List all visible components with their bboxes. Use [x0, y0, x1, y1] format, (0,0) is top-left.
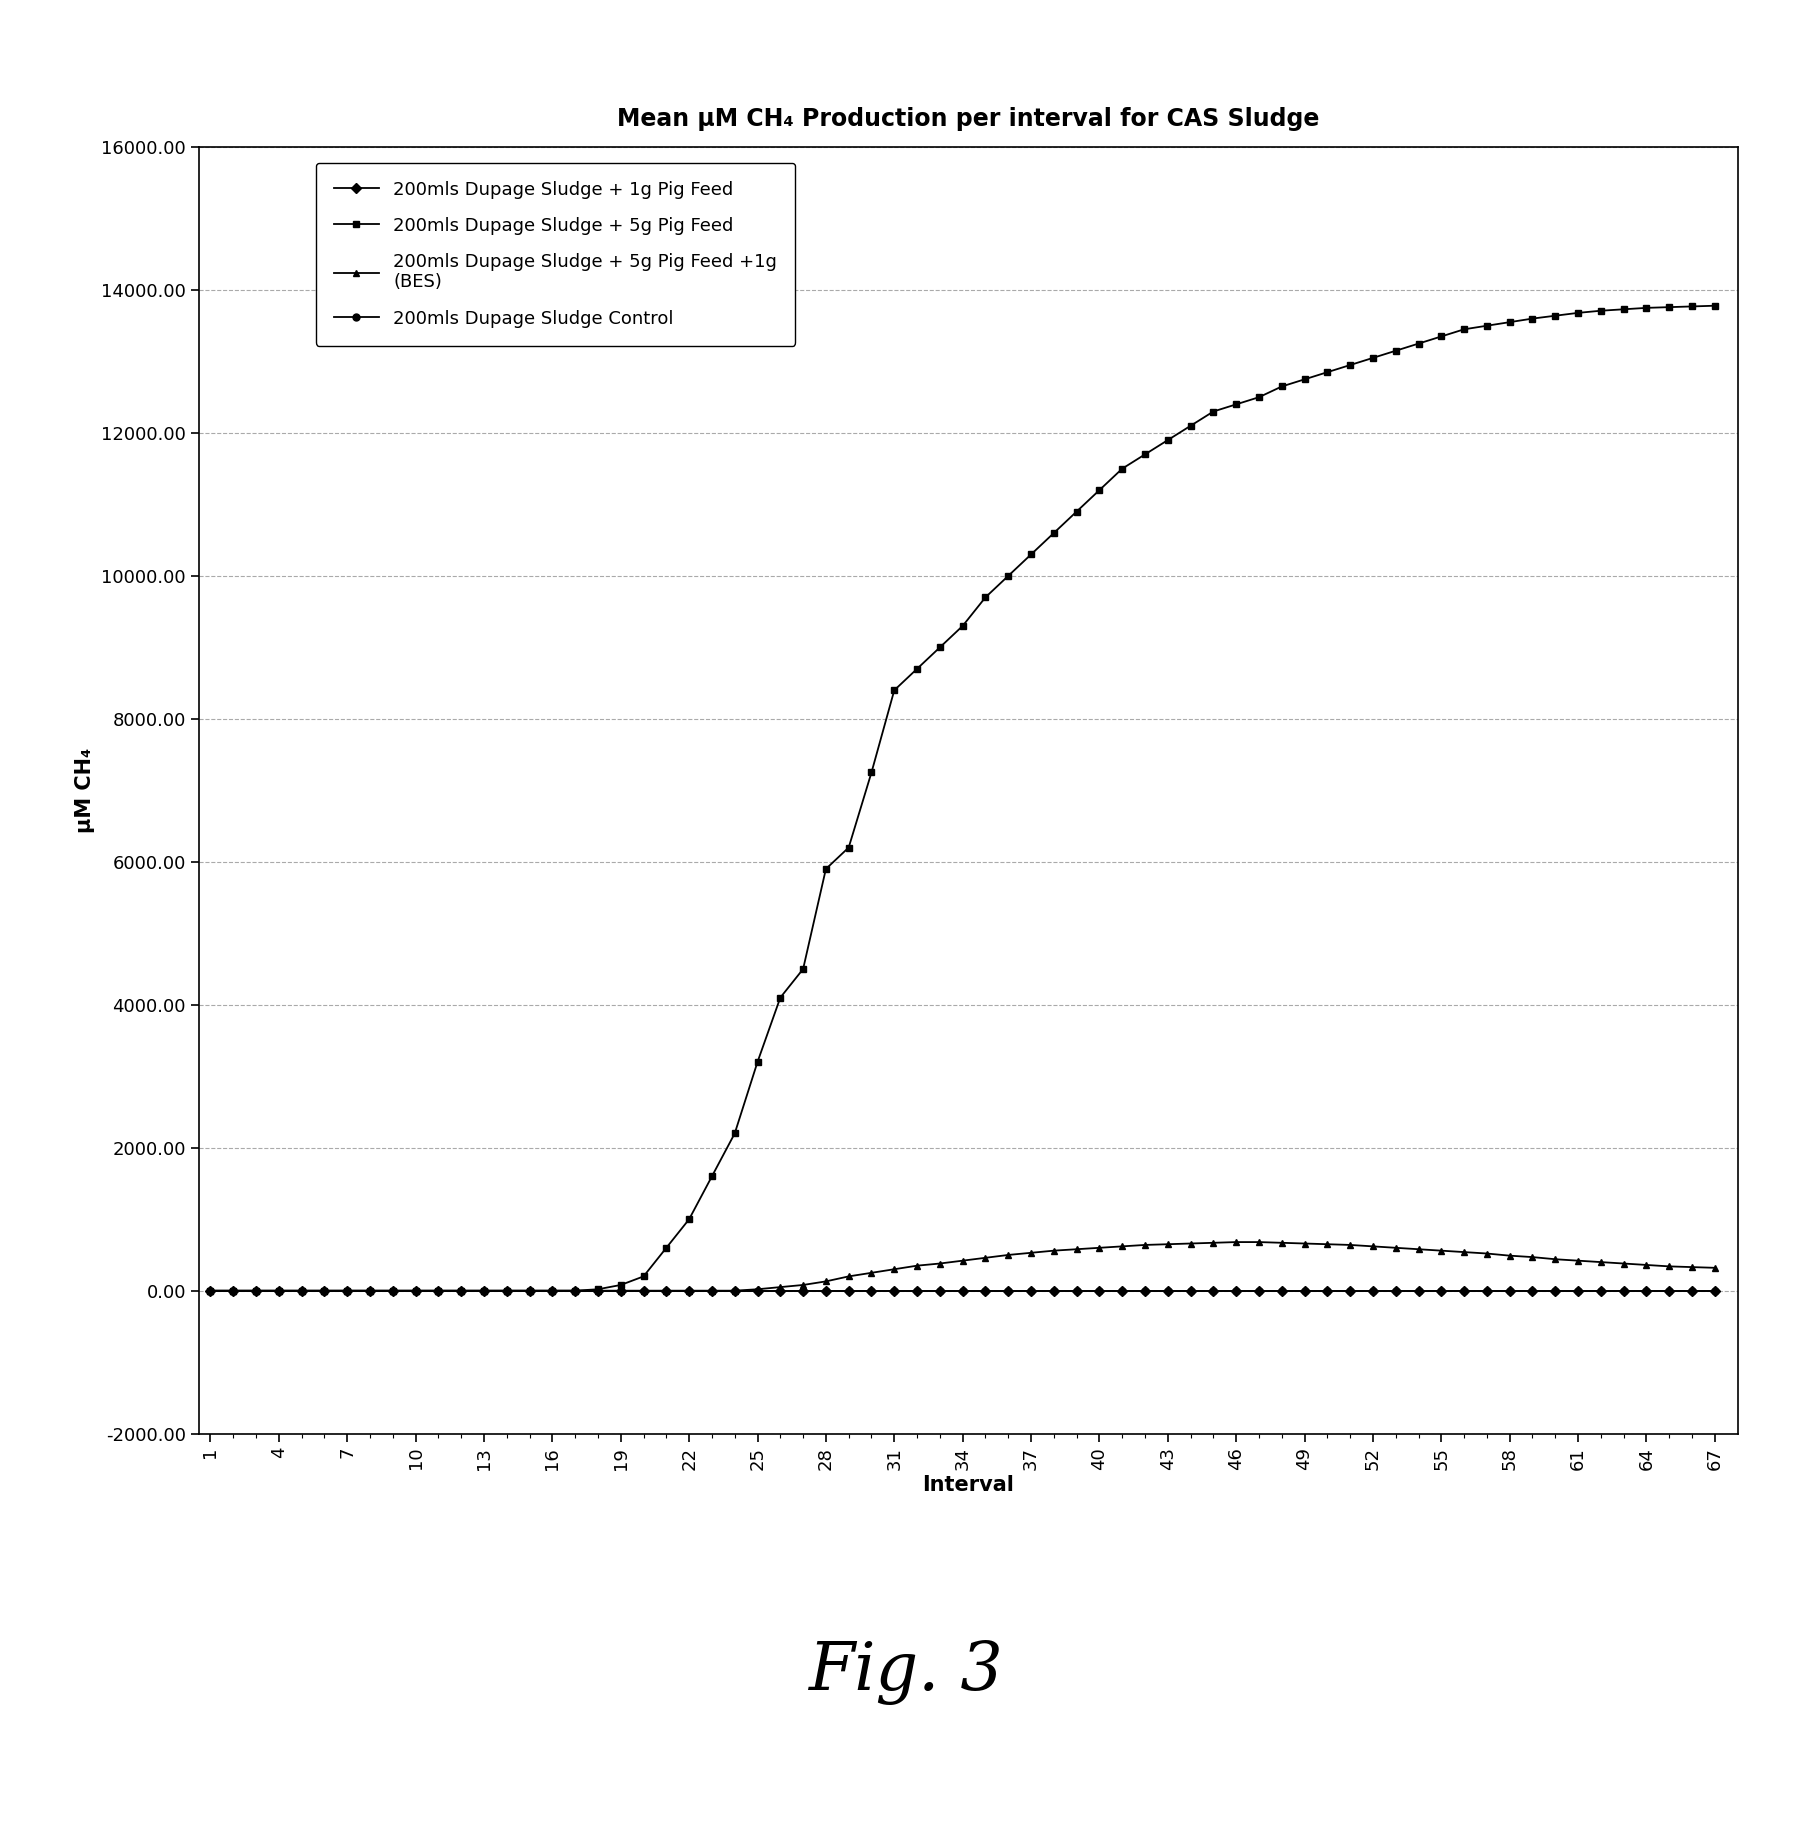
- 200mls Dupage Sludge Control: [1339, 1279, 1361, 1301]
- 200mls Dupage Sludge + 5g Pig Feed +1g
(BES): [1363, 1235, 1385, 1257]
- 200mls Dupage Sludge + 5g Pig Feed: [1613, 298, 1634, 320]
- 200mls Dupage Sludge + 1g Pig Feed: [883, 1279, 905, 1301]
- 200mls Dupage Sludge + 5g Pig Feed +1g
(BES): [427, 1279, 449, 1301]
- 200mls Dupage Sludge Control: [1613, 1279, 1634, 1301]
- 200mls Dupage Sludge Control: [199, 1279, 221, 1301]
- 200mls Dupage Sludge + 5g Pig Feed +1g
(BES): [1225, 1231, 1247, 1254]
- 200mls Dupage Sludge + 5g Pig Feed: [541, 1279, 563, 1301]
- Text: Fig. 3: Fig. 3: [807, 1639, 1003, 1706]
- 200mls Dupage Sludge + 5g Pig Feed: [883, 680, 905, 702]
- 200mls Dupage Sludge + 1g Pig Feed: [1613, 1279, 1634, 1301]
- 200mls Dupage Sludge Control: [541, 1279, 563, 1301]
- 200mls Dupage Sludge + 1g Pig Feed: [814, 1279, 836, 1301]
- Line: 200mls Dupage Sludge Control: 200mls Dupage Sludge Control: [206, 1287, 1718, 1294]
- 200mls Dupage Sludge + 5g Pig Feed +1g
(BES): [382, 1279, 404, 1301]
- 200mls Dupage Sludge + 1g Pig Feed: [1703, 1279, 1725, 1301]
- 200mls Dupage Sludge Control: [883, 1279, 905, 1301]
- 200mls Dupage Sludge Control: [814, 1279, 836, 1301]
- 200mls Dupage Sludge + 5g Pig Feed: [1339, 355, 1361, 377]
- 200mls Dupage Sludge + 5g Pig Feed: [814, 858, 836, 880]
- 200mls Dupage Sludge + 1g Pig Feed: [427, 1279, 449, 1301]
- 200mls Dupage Sludge + 5g Pig Feed +1g
(BES): [814, 1270, 836, 1292]
- Line: 200mls Dupage Sludge + 5g Pig Feed: 200mls Dupage Sludge + 5g Pig Feed: [206, 301, 1718, 1294]
- Y-axis label: μM CH₄: μM CH₄: [76, 748, 96, 833]
- 200mls Dupage Sludge Control: [1703, 1279, 1725, 1301]
- 200mls Dupage Sludge + 5g Pig Feed +1g
(BES): [883, 1259, 905, 1281]
- 200mls Dupage Sludge + 5g Pig Feed +1g
(BES): [1703, 1257, 1725, 1279]
- 200mls Dupage Sludge Control: [427, 1279, 449, 1301]
- Title: Mean μM CH₄ Production per interval for CAS Sludge: Mean μM CH₄ Production per interval for …: [617, 107, 1319, 130]
- 200mls Dupage Sludge + 1g Pig Feed: [1339, 1279, 1361, 1301]
- Line: 200mls Dupage Sludge + 1g Pig Feed: 200mls Dupage Sludge + 1g Pig Feed: [206, 1287, 1718, 1294]
- X-axis label: Interval: Interval: [923, 1476, 1014, 1496]
- Legend: 200mls Dupage Sludge + 1g Pig Feed, 200mls Dupage Sludge + 5g Pig Feed, 200mls D: 200mls Dupage Sludge + 1g Pig Feed, 200m…: [315, 162, 795, 346]
- 200mls Dupage Sludge + 5g Pig Feed: [427, 1279, 449, 1301]
- 200mls Dupage Sludge + 5g Pig Feed +1g
(BES): [1613, 1252, 1634, 1274]
- 200mls Dupage Sludge + 5g Pig Feed +1g
(BES): [199, 1279, 221, 1301]
- Line: 200mls Dupage Sludge + 5g Pig Feed +1g
(BES): 200mls Dupage Sludge + 5g Pig Feed +1g (…: [206, 1239, 1718, 1294]
- 200mls Dupage Sludge + 5g Pig Feed: [199, 1279, 221, 1301]
- 200mls Dupage Sludge + 1g Pig Feed: [199, 1279, 221, 1301]
- 200mls Dupage Sludge + 1g Pig Feed: [541, 1279, 563, 1301]
- 200mls Dupage Sludge + 5g Pig Feed: [1703, 294, 1725, 316]
